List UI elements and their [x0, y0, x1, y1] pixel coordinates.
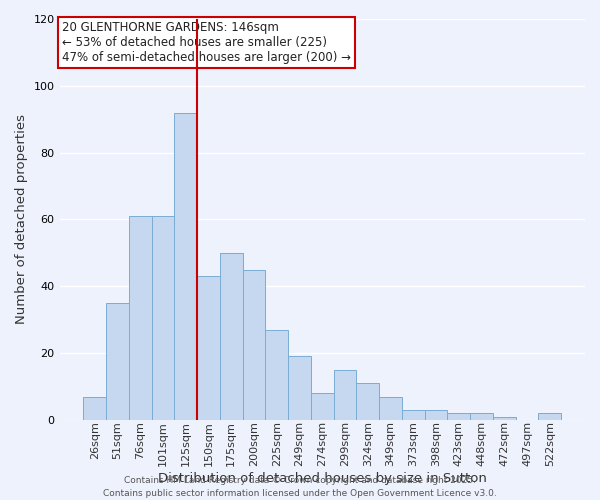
Bar: [448, 413, 470, 420]
Bar: [129, 216, 152, 420]
Bar: [311, 393, 334, 420]
Bar: [538, 413, 561, 420]
Bar: [106, 303, 129, 420]
Bar: [425, 410, 448, 420]
Bar: [265, 330, 288, 420]
Bar: [493, 416, 515, 420]
Bar: [356, 383, 379, 420]
Y-axis label: Number of detached properties: Number of detached properties: [15, 114, 28, 324]
Bar: [334, 370, 356, 420]
Bar: [470, 413, 493, 420]
Bar: [152, 216, 175, 420]
Bar: [220, 253, 242, 420]
Bar: [242, 270, 265, 420]
Bar: [379, 396, 402, 420]
Bar: [197, 276, 220, 420]
X-axis label: Distribution of detached houses by size in Sutton: Distribution of detached houses by size …: [158, 472, 487, 485]
Text: 20 GLENTHORNE GARDENS: 146sqm
← 53% of detached houses are smaller (225)
47% of : 20 GLENTHORNE GARDENS: 146sqm ← 53% of d…: [62, 21, 351, 64]
Bar: [83, 396, 106, 420]
Bar: [288, 356, 311, 420]
Bar: [175, 112, 197, 420]
Text: Contains HM Land Registry data © Crown copyright and database right 2025.
Contai: Contains HM Land Registry data © Crown c…: [103, 476, 497, 498]
Bar: [402, 410, 425, 420]
